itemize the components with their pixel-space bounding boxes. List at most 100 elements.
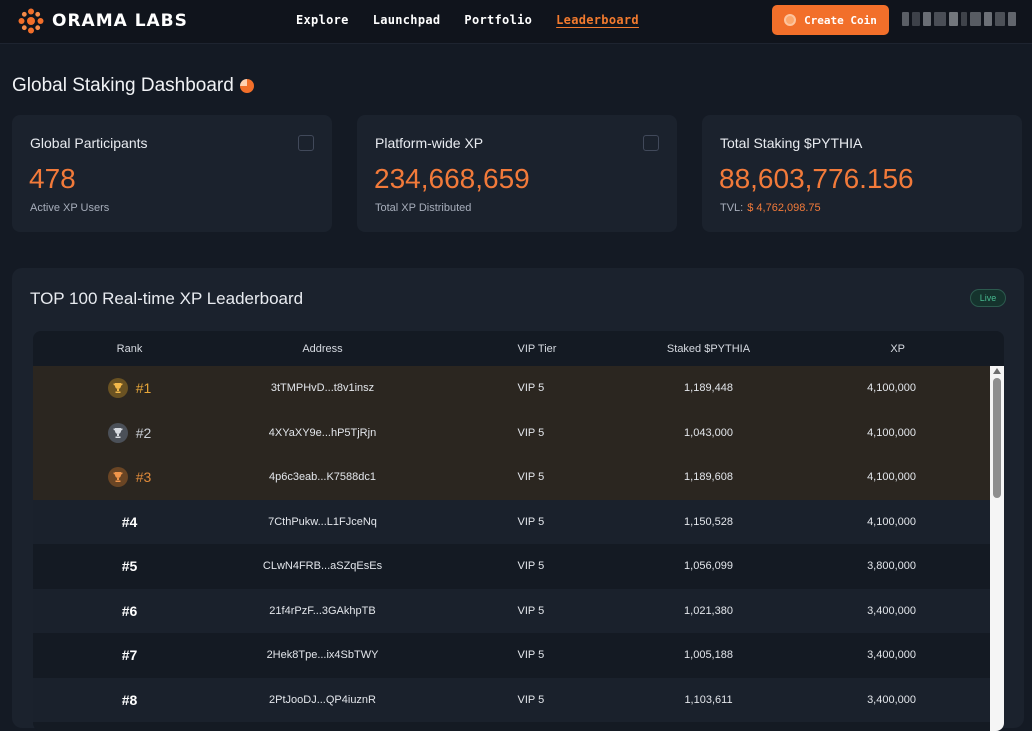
column-header-vip: VIP Tier — [419, 343, 612, 355]
page-title-text: Global Staking Dashboard — [12, 75, 234, 96]
staked-cell: 1,005,188 — [684, 649, 733, 662]
xp-cell: 3,400,000 — [867, 693, 916, 706]
nav-explore[interactable]: Explore — [296, 13, 349, 27]
vip-value: VIP 5 — [517, 426, 545, 439]
rank-cell: #2 — [33, 422, 226, 443]
stat-value: 88,603,776.156 — [719, 163, 914, 194]
leaderboard-table: Rank Address VIP Tier Staked $PYTHIA XP … — [33, 331, 1004, 731]
scroll-thumb[interactable] — [993, 378, 1001, 498]
rank-cell: #7 — [33, 647, 226, 663]
address-cell[interactable]: 7CthPukw...L1FJceNq — [268, 515, 377, 528]
staked-cell: 1,021,380 — [684, 604, 733, 617]
leaderboard-title: TOP 100 Real-time XP Leaderboard — [30, 289, 304, 308]
rank-cell: #5 — [33, 558, 226, 574]
xp-cell: 3,400,000 — [867, 604, 916, 617]
vip-value: VIP 5 — [517, 382, 545, 395]
stat-label: Platform-wide XP — [375, 135, 484, 151]
vip-value: VIP 5 — [517, 560, 545, 573]
staked-cell: 1,189,448 — [684, 382, 733, 395]
staked-cell: 1,150,528 — [684, 515, 733, 528]
vip-cell: VIP 5 — [419, 471, 612, 483]
rank-value: #5 — [121, 558, 138, 575]
table-row[interactable]: #3 4p6c3eab...K7588dc1 VIP 5 1,189,608 4,100… — [33, 455, 990, 500]
vip-value: VIP 5 — [517, 649, 545, 662]
address-cell[interactable]: 21f4rPzF...3GAkhpTB — [269, 604, 376, 617]
trophy-icon — [107, 422, 128, 443]
table-body: #1 3tTMPHvD...t8v1insz VIP 5 1,189,448 4,100… — [33, 366, 990, 722]
users-icon — [298, 135, 314, 151]
vip-value: VIP 5 — [517, 693, 545, 706]
rank-value: #7 — [121, 647, 138, 664]
staked-cell: 1,056,099 — [684, 560, 733, 573]
nav-launchpad[interactable]: Launchpad — [372, 13, 441, 27]
chart-icon — [643, 135, 659, 151]
nav-leaderboard[interactable]: Leaderboard — [556, 13, 639, 27]
vip-cell: VIP 5 — [419, 605, 612, 617]
scroll-up-arrow-icon[interactable] — [993, 368, 1001, 374]
stat-label: Total Staking $PYTHIA — [720, 135, 863, 151]
column-header-rank: Rank — [116, 342, 143, 355]
rank-cell: #8 — [33, 692, 226, 708]
xp-cell: 3,800,000 — [867, 560, 916, 573]
table-row[interactable]: #4 7CthPukw...L1FJceNq VIP 5 1,150,528 4,100… — [33, 499, 990, 544]
column-header-vip-text: VIP Tier — [517, 342, 557, 355]
column-header-xp: XP — [890, 342, 905, 355]
stat-sub: Total XP Distributed — [375, 202, 472, 214]
stat-card-xp: Platform-wide XP 234,668,659 Total XP Di… — [357, 115, 677, 232]
staked-cell: 1,189,608 — [684, 471, 733, 484]
table-row[interactable]: #2 4XYaXY9e...hP5TjRjn VIP 5 1,043,000 4,100… — [33, 410, 990, 455]
table-scrollbar[interactable] — [990, 366, 1004, 731]
rank-cell: #1 — [33, 378, 226, 399]
rank-value: #4 — [121, 513, 138, 530]
live-badge: Live — [970, 289, 1006, 307]
main-nav: Explore Launchpad Portfolio Leaderboard — [296, 0, 663, 40]
coin-icon — [784, 14, 797, 26]
rank-cell: #4 — [33, 514, 226, 530]
vip-cell: VIP 5 — [419, 382, 612, 394]
create-coin-button[interactable]: Create Coin — [772, 5, 889, 35]
create-coin-label: Create Coin — [804, 13, 877, 27]
logo-text: ORAMA LABS — [52, 11, 188, 31]
rank-value: #1 — [135, 380, 152, 397]
vip-cell: VIP 5 — [419, 516, 612, 528]
address-cell[interactable]: 2PtJooDJ...QP4iuznR — [269, 693, 376, 706]
address-cell[interactable]: 3tTMPHvD...t8v1insz — [270, 382, 375, 395]
column-header-address: Address — [302, 342, 343, 355]
nav-portfolio[interactable]: Portfolio — [464, 13, 533, 27]
page-title: Global Staking Dashboard — [12, 75, 254, 97]
rank-cell: #6 — [33, 603, 226, 619]
address-cell[interactable]: 2Hek8Tpe...ix4SbTWY — [266, 649, 379, 662]
rank-value: #8 — [121, 691, 138, 708]
table-row[interactable]: #6 21f4rPzF...3GAkhpTB VIP 5 1,021,380 3,400… — [33, 588, 990, 633]
address-cell[interactable]: CLwN4FRB...aSZqEsEs — [262, 560, 383, 573]
table-row[interactable]: #5 CLwN4FRB...aSZqEsEs VIP 5 1,056,099 3,800… — [33, 544, 990, 589]
tvl-label: TVL: — [720, 202, 744, 214]
wallet-address-blurred[interactable] — [902, 10, 1016, 28]
xp-cell: 3,400,000 — [867, 649, 916, 662]
stat-value: 234,668,659 — [374, 163, 530, 194]
address-cell[interactable]: 4p6c3eab...K7588dc1 — [268, 471, 377, 484]
rank-value: #6 — [121, 602, 138, 619]
vip-value: VIP 5 — [517, 515, 545, 528]
address-cell[interactable]: 4XYaXY9e...hP5TjRjn — [268, 426, 377, 439]
rank-value: #3 — [135, 469, 152, 486]
pie-chart-icon — [239, 79, 254, 93]
stat-card-staking: Total Staking $PYTHIA 88,603,776.156 TVL… — [702, 115, 1022, 232]
stat-value: 478 — [29, 163, 76, 194]
table-header: Rank Address VIP Tier Staked $PYTHIA XP — [33, 331, 1004, 366]
vip-cell: VIP 5 — [419, 427, 612, 439]
stat-sub: Active XP Users — [30, 202, 110, 214]
vip-value: VIP 5 — [517, 471, 545, 484]
table-row[interactable]: #8 2PtJooDJ...QP4iuznR VIP 5 1,103,611 3,400… — [33, 677, 990, 722]
table-row[interactable]: #1 3tTMPHvD...t8v1insz VIP 5 1,189,448 4,100… — [33, 366, 990, 411]
logo[interactable]: ORAMA LABS — [18, 7, 188, 35]
vip-value: VIP 5 — [517, 604, 545, 617]
tvl-value: $ 4,762,098.75 — [747, 202, 821, 214]
top-navbar: ORAMA LABS Explore Launchpad Portfolio L… — [0, 0, 1032, 44]
staked-cell: 1,043,000 — [684, 426, 733, 439]
table-row[interactable]: #7 2Hek8Tpe...ix4SbTWY VIP 5 1,005,188 3,400… — [33, 633, 990, 678]
trophy-icon — [107, 467, 128, 488]
xp-cell: 4,100,000 — [867, 471, 916, 484]
trophy-icon — [107, 378, 128, 399]
vip-cell: VIP 5 — [419, 649, 612, 661]
